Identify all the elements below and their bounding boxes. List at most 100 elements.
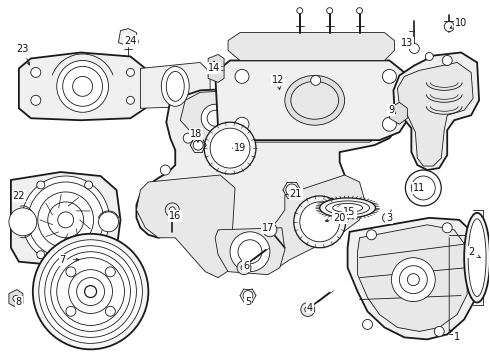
Circle shape xyxy=(434,327,444,336)
Circle shape xyxy=(204,122,256,174)
Polygon shape xyxy=(19,53,146,120)
Polygon shape xyxy=(215,60,407,140)
Text: 1: 1 xyxy=(454,332,460,342)
Circle shape xyxy=(412,176,435,200)
Circle shape xyxy=(37,251,45,259)
Circle shape xyxy=(267,227,273,233)
Circle shape xyxy=(31,95,41,105)
Text: 17: 17 xyxy=(262,223,274,233)
Text: 19: 19 xyxy=(234,143,246,153)
Circle shape xyxy=(409,44,419,54)
Text: 23: 23 xyxy=(17,44,29,54)
Circle shape xyxy=(238,240,262,264)
Text: 8: 8 xyxy=(16,297,22,306)
Circle shape xyxy=(45,246,136,337)
Circle shape xyxy=(201,104,229,132)
Circle shape xyxy=(241,265,247,271)
Circle shape xyxy=(73,76,93,96)
Polygon shape xyxy=(11,172,121,266)
Circle shape xyxy=(305,306,311,312)
Polygon shape xyxy=(393,53,479,170)
Circle shape xyxy=(399,266,427,293)
Circle shape xyxy=(347,96,371,120)
Circle shape xyxy=(357,8,363,14)
Text: 21: 21 xyxy=(290,189,302,199)
Circle shape xyxy=(39,240,143,343)
Text: 11: 11 xyxy=(413,183,425,193)
Circle shape xyxy=(383,69,396,84)
Circle shape xyxy=(105,267,115,277)
Circle shape xyxy=(383,213,392,223)
Circle shape xyxy=(237,261,251,275)
Circle shape xyxy=(286,184,298,196)
Polygon shape xyxy=(228,32,394,60)
Text: 15: 15 xyxy=(343,207,356,217)
Ellipse shape xyxy=(161,67,189,106)
Circle shape xyxy=(311,75,321,85)
Text: 7: 7 xyxy=(60,255,66,265)
Circle shape xyxy=(57,258,124,325)
Circle shape xyxy=(28,182,103,258)
Circle shape xyxy=(85,181,93,189)
Circle shape xyxy=(444,22,454,32)
Circle shape xyxy=(22,176,110,264)
Polygon shape xyxy=(180,82,394,142)
Circle shape xyxy=(392,258,435,302)
Circle shape xyxy=(363,319,372,329)
Circle shape xyxy=(405,170,441,206)
Circle shape xyxy=(33,234,148,349)
Circle shape xyxy=(98,212,119,232)
Polygon shape xyxy=(260,175,365,268)
Circle shape xyxy=(85,285,97,298)
Polygon shape xyxy=(215,228,285,275)
Circle shape xyxy=(297,8,303,14)
Circle shape xyxy=(9,208,37,236)
Text: 12: 12 xyxy=(271,75,284,85)
Circle shape xyxy=(183,133,193,143)
Text: 22: 22 xyxy=(13,191,25,201)
Circle shape xyxy=(37,181,45,189)
Circle shape xyxy=(407,274,419,285)
Ellipse shape xyxy=(464,213,490,302)
Polygon shape xyxy=(9,289,23,307)
Text: 16: 16 xyxy=(169,211,181,221)
Ellipse shape xyxy=(166,71,184,101)
Ellipse shape xyxy=(333,203,363,212)
Circle shape xyxy=(31,67,41,77)
Circle shape xyxy=(327,8,333,14)
Circle shape xyxy=(58,212,74,228)
Circle shape xyxy=(230,232,270,272)
Ellipse shape xyxy=(319,198,375,218)
Circle shape xyxy=(294,196,345,248)
Polygon shape xyxy=(208,54,224,82)
Text: 14: 14 xyxy=(208,63,220,73)
Ellipse shape xyxy=(468,219,486,297)
Circle shape xyxy=(126,68,134,76)
Text: 10: 10 xyxy=(455,18,467,28)
Text: 4: 4 xyxy=(307,302,313,312)
Circle shape xyxy=(353,101,367,115)
Text: 6: 6 xyxy=(243,261,249,271)
Circle shape xyxy=(235,69,249,84)
Circle shape xyxy=(301,302,315,316)
Circle shape xyxy=(210,128,250,168)
Text: 13: 13 xyxy=(401,37,414,48)
Polygon shape xyxy=(397,62,473,166)
Circle shape xyxy=(13,296,19,302)
Polygon shape xyxy=(119,28,138,46)
Circle shape xyxy=(126,96,134,104)
Circle shape xyxy=(69,270,113,314)
Ellipse shape xyxy=(291,81,339,119)
Circle shape xyxy=(383,117,396,131)
Circle shape xyxy=(442,55,452,66)
Circle shape xyxy=(63,67,102,106)
Circle shape xyxy=(193,140,203,150)
Circle shape xyxy=(66,267,76,277)
Circle shape xyxy=(66,306,76,316)
Ellipse shape xyxy=(326,201,369,215)
Text: 18: 18 xyxy=(190,129,202,139)
Text: 20: 20 xyxy=(334,213,346,223)
Polygon shape xyxy=(141,62,210,108)
Circle shape xyxy=(243,291,253,301)
Polygon shape xyxy=(358,225,467,332)
